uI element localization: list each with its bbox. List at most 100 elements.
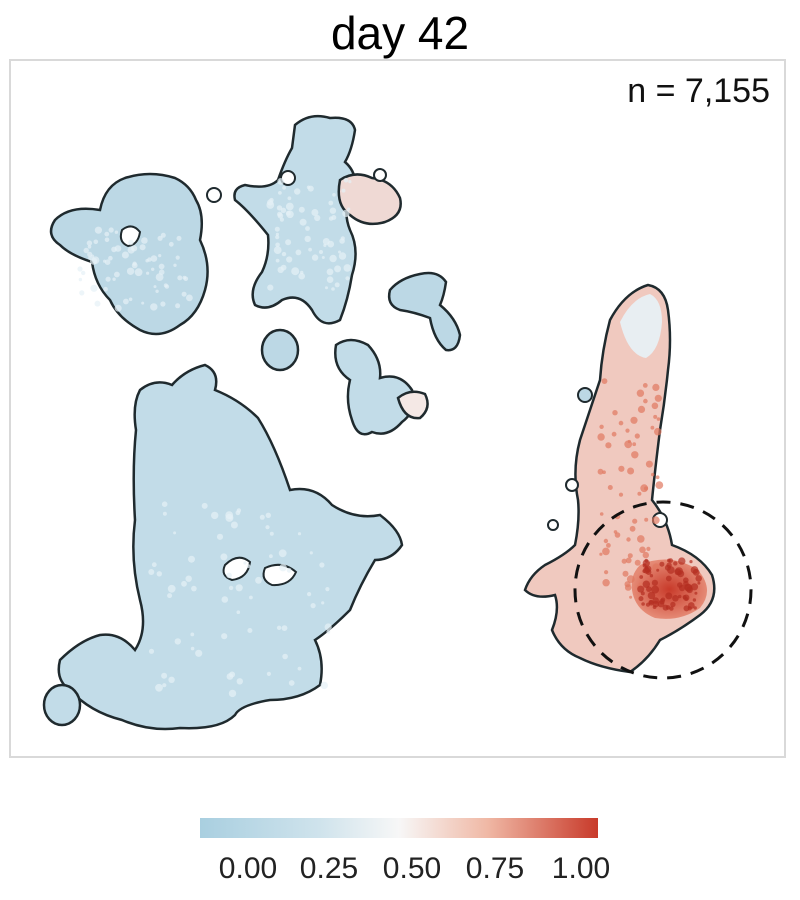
cell-point	[639, 546, 646, 554]
cell-point	[329, 207, 337, 214]
cell-point	[626, 575, 635, 583]
cell-point	[677, 594, 682, 599]
cell-point	[158, 263, 165, 270]
cell-point	[642, 551, 649, 559]
cell-point	[625, 557, 632, 564]
cell-point	[325, 286, 328, 290]
chart-title: day 42	[330, 7, 470, 59]
cell-point	[279, 563, 287, 572]
cell-point	[342, 209, 350, 218]
cell-point	[236, 678, 243, 685]
cell-point	[678, 557, 686, 565]
cell-point	[597, 433, 605, 441]
cell-point	[625, 428, 630, 433]
cell-point	[148, 648, 155, 654]
cell-point	[605, 442, 612, 449]
cell-point	[630, 416, 638, 424]
cell-point	[332, 193, 336, 197]
cell-point	[265, 525, 270, 530]
cell-point	[221, 633, 228, 640]
cell-point	[690, 566, 699, 574]
cell-point	[105, 276, 111, 282]
cell-point	[156, 571, 162, 577]
cell-point	[603, 538, 609, 544]
cell-point	[167, 593, 173, 599]
cluster-left-top-hole	[119, 225, 142, 248]
cell-point	[278, 191, 282, 195]
cell-point	[108, 227, 114, 233]
cell-point	[211, 511, 219, 520]
colorbar-tick: 0.75	[465, 852, 525, 885]
cell-point	[285, 202, 294, 211]
cell-point	[665, 575, 672, 582]
cluster-dot	[42, 683, 82, 727]
cell-point	[155, 683, 163, 692]
cell-point	[632, 518, 638, 524]
cell-point	[249, 595, 253, 600]
cell-point	[286, 567, 292, 573]
cell-point	[78, 277, 83, 282]
cell-point	[277, 266, 284, 273]
cell-point	[618, 492, 624, 497]
cell-point	[269, 554, 273, 559]
cell-point	[167, 584, 176, 593]
cell-point	[181, 291, 187, 297]
cell-point	[665, 605, 671, 610]
cell-point	[188, 555, 195, 563]
cell-point	[637, 491, 642, 496]
cell-point	[334, 282, 340, 288]
cell-point	[634, 559, 641, 566]
cell-point	[607, 485, 613, 490]
cell-point	[684, 597, 689, 601]
cluster-dot	[565, 478, 579, 492]
cell-point	[305, 226, 310, 231]
cell-point	[216, 533, 224, 540]
cell-point	[667, 558, 671, 563]
cell-point	[255, 576, 262, 584]
cell-point	[627, 467, 635, 475]
cell-point	[230, 521, 238, 529]
cell-point	[695, 575, 702, 582]
cell-point	[83, 247, 89, 254]
cell-point	[278, 549, 287, 558]
cell-point	[656, 568, 660, 572]
cell-point	[288, 680, 295, 686]
cell-point	[689, 560, 693, 564]
cell-point	[139, 244, 146, 251]
cell-point	[697, 581, 701, 585]
cell-point	[90, 284, 98, 292]
cell-point	[670, 601, 676, 608]
cell-point	[246, 564, 251, 568]
cell-point	[275, 258, 280, 263]
cell-point	[273, 246, 282, 255]
cell-point	[127, 246, 135, 254]
cell-point	[225, 511, 234, 519]
cell-point	[651, 516, 660, 525]
cell-point	[653, 414, 658, 419]
cell-point	[190, 632, 195, 637]
cell-point	[614, 532, 621, 538]
cell-point	[150, 303, 158, 311]
cell-point	[168, 676, 175, 683]
cell-point	[274, 226, 280, 232]
cell-point	[637, 535, 645, 543]
cell-point	[114, 304, 122, 312]
cell-point	[321, 256, 325, 259]
cell-point	[624, 581, 631, 588]
cell-point	[638, 596, 644, 602]
cell-point	[651, 579, 659, 586]
cell-point	[226, 572, 232, 579]
cell-point	[640, 484, 649, 493]
cell-point	[622, 570, 629, 577]
cell-count-label: n = 7,155	[627, 72, 770, 110]
cell-point	[266, 201, 275, 209]
cell-point	[319, 250, 323, 254]
cell-point	[643, 398, 648, 404]
cluster-middle-lower-red	[396, 390, 429, 420]
cell-point	[181, 580, 187, 587]
cell-point	[326, 268, 334, 276]
cluster-dot	[260, 328, 300, 372]
cell-point	[341, 188, 346, 193]
cell-point	[276, 625, 282, 630]
cell-point	[601, 378, 608, 384]
